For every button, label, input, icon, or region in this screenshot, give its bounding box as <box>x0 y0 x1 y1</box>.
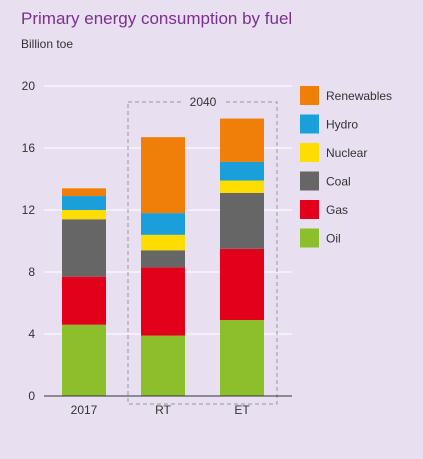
legend-label-coal: Coal <box>326 175 351 189</box>
bar-segment-hydro-2017 <box>62 196 106 210</box>
bar-segment-nuclear-et <box>220 180 264 193</box>
bar-segment-coal-2017 <box>62 219 106 277</box>
bar-segment-hydro-rt <box>141 213 185 235</box>
y-tick-label: 0 <box>28 389 35 403</box>
legend-label-oil: Oil <box>326 232 341 246</box>
bar-segment-coal-et <box>220 192 264 249</box>
x-tick-label: 2017 <box>71 403 98 417</box>
bar-segment-oil-rt <box>141 335 185 396</box>
y-tick-label: 12 <box>22 203 36 217</box>
y-tick-label: 4 <box>28 327 35 341</box>
y-tick-label: 16 <box>22 141 36 155</box>
x-axis: 2017 RT ET <box>71 403 251 417</box>
bar-segment-nuclear-rt <box>141 234 185 251</box>
legend-label-renewables: Renewables <box>326 89 392 103</box>
legend-swatch-coal <box>300 171 319 191</box>
group-2040-box <box>127 101 278 405</box>
bar-segment-hydro-et <box>220 161 264 181</box>
legend-label-gas: Gas <box>326 203 348 217</box>
chart-title: Primary energy consumption by fuel <box>21 9 292 28</box>
bars <box>62 118 264 396</box>
y-axis: 0 4 8 12 16 20 <box>22 79 36 403</box>
bar-segment-renewables-rt <box>141 137 185 214</box>
y-tick-label: 20 <box>22 79 36 93</box>
bar-segment-renewables-et <box>220 118 264 162</box>
bar-segment-gas-rt <box>141 267 185 336</box>
bar-segment-nuclear-2017 <box>62 210 106 220</box>
bar-segment-oil-2017 <box>62 324 106 396</box>
y-tick-label: 8 <box>28 265 35 279</box>
x-tick-label: ET <box>234 403 250 417</box>
bar-segment-gas-2017 <box>62 276 106 325</box>
group-2040-label-bg <box>182 94 224 110</box>
x-tick-label: RT <box>155 403 171 417</box>
bar-segment-oil-et <box>220 320 264 396</box>
legend-swatch-oil <box>300 228 319 248</box>
bar-segment-coal-rt <box>141 250 185 268</box>
legend-label-nuclear: Nuclear <box>326 146 367 160</box>
legend-swatch-nuclear <box>300 143 319 162</box>
chart-subtitle: Billion toe <box>21 37 73 51</box>
bar-segment-renewables-2017 <box>62 188 106 197</box>
legend-swatch-renewables <box>300 86 319 105</box>
bar-segment-gas-et <box>220 248 264 321</box>
group-2040-label: 2040 <box>190 95 217 109</box>
legend-label-hydro: Hydro <box>326 118 358 132</box>
legend-swatch-hydro <box>300 114 319 134</box>
legend-swatch-gas <box>300 200 319 219</box>
legend: Renewables Hydro Nuclear Coal Gas Oil <box>300 86 392 248</box>
